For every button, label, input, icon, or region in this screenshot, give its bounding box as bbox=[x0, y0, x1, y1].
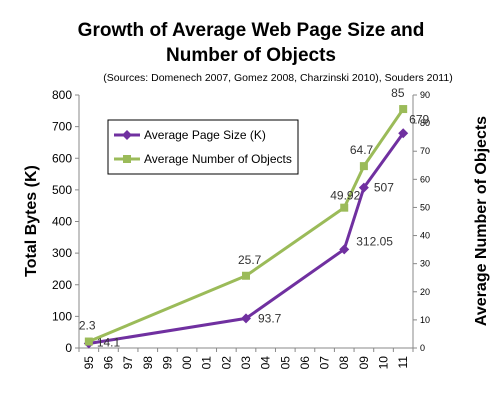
x-tick-label: 09 bbox=[357, 356, 371, 370]
left-tick-label: 500 bbox=[52, 183, 72, 197]
data-point-square bbox=[359, 162, 368, 171]
chart-subtitle: (Sources: Domenech 2007, Gomez 2008, Cha… bbox=[103, 72, 453, 84]
right-axis-title: Average Number of Objects bbox=[473, 116, 490, 326]
chart-title-line-2: Number of Objects bbox=[166, 45, 336, 66]
left-axis-title: Total Bytes (K) bbox=[23, 165, 40, 277]
data-point-square bbox=[84, 337, 93, 346]
right-tick-label: 30 bbox=[420, 259, 430, 269]
data-label: 507 bbox=[374, 181, 394, 195]
data-label: 93.7 bbox=[258, 311, 282, 325]
x-tick-label: 05 bbox=[278, 356, 292, 370]
right-tick-label: 50 bbox=[420, 202, 430, 212]
right-tick-label: 70 bbox=[420, 146, 430, 156]
right-tick-label: 20 bbox=[420, 287, 430, 297]
data-point-square bbox=[242, 271, 250, 280]
data-point-diamond bbox=[339, 244, 350, 255]
x-tick-label: 08 bbox=[337, 356, 351, 370]
data-label: 14.1 bbox=[97, 336, 121, 350]
data-label: 25.7 bbox=[238, 253, 262, 267]
x-tick-label: 03 bbox=[239, 356, 253, 370]
left-tick-label: 0 bbox=[65, 341, 72, 355]
left-tick-label: 700 bbox=[52, 120, 72, 134]
chart-title: Growth of Average Web Page Size and Numb… bbox=[0, 18, 502, 68]
x-tick-label: 96 bbox=[101, 356, 115, 370]
data-point-diamond bbox=[398, 128, 409, 139]
data-label: 85 bbox=[391, 86, 405, 100]
x-tick-label: 97 bbox=[121, 356, 135, 370]
right-tick-label: 90 bbox=[420, 90, 430, 100]
data-label: 64.7 bbox=[350, 143, 374, 157]
right-tick-label: 60 bbox=[420, 174, 430, 184]
right-tick-label: 80 bbox=[420, 118, 430, 128]
left-tick-label: 100 bbox=[52, 309, 72, 323]
data-point-square bbox=[340, 203, 349, 212]
legend-swatch-marker bbox=[122, 130, 132, 140]
x-tick-label: 98 bbox=[141, 356, 155, 370]
x-tick-label: 10 bbox=[377, 356, 391, 370]
right-tick-label: 0 bbox=[420, 343, 425, 353]
data-point-square bbox=[399, 105, 408, 114]
left-tick-label: 300 bbox=[52, 246, 72, 260]
data-point-diamond bbox=[241, 313, 251, 324]
x-tick-label: 95 bbox=[82, 356, 96, 370]
x-tick-label: 11 bbox=[396, 356, 410, 369]
legend-label: Average Number of Objects bbox=[144, 152, 292, 166]
data-label: 49.92 bbox=[330, 189, 360, 203]
x-tick-label: 02 bbox=[219, 356, 233, 370]
legend-label: Average Page Size (K) bbox=[144, 128, 266, 142]
x-tick-label: 00 bbox=[180, 356, 194, 370]
data-point-diamond bbox=[358, 182, 369, 193]
right-tick-label: 40 bbox=[420, 231, 430, 241]
left-tick-label: 800 bbox=[52, 88, 72, 102]
left-tick-label: 600 bbox=[52, 151, 72, 165]
chart-title-line-1: Growth of Average Web Page Size and bbox=[77, 20, 425, 41]
legend-swatch-marker bbox=[123, 155, 131, 163]
right-tick-label: 10 bbox=[420, 315, 430, 325]
x-tick-label: 01 bbox=[200, 356, 214, 370]
x-tick-label: 06 bbox=[298, 356, 312, 370]
legend-box bbox=[107, 119, 299, 175]
x-tick-label: 07 bbox=[318, 356, 332, 370]
data-label: 679 bbox=[409, 112, 429, 126]
data-label: 312.05 bbox=[356, 234, 393, 248]
data-label: 2.3 bbox=[79, 319, 96, 333]
left-tick-label: 200 bbox=[52, 278, 72, 292]
x-tick-label: 04 bbox=[259, 356, 273, 370]
x-tick-label: 99 bbox=[160, 356, 174, 370]
left-tick-label: 400 bbox=[52, 215, 72, 229]
